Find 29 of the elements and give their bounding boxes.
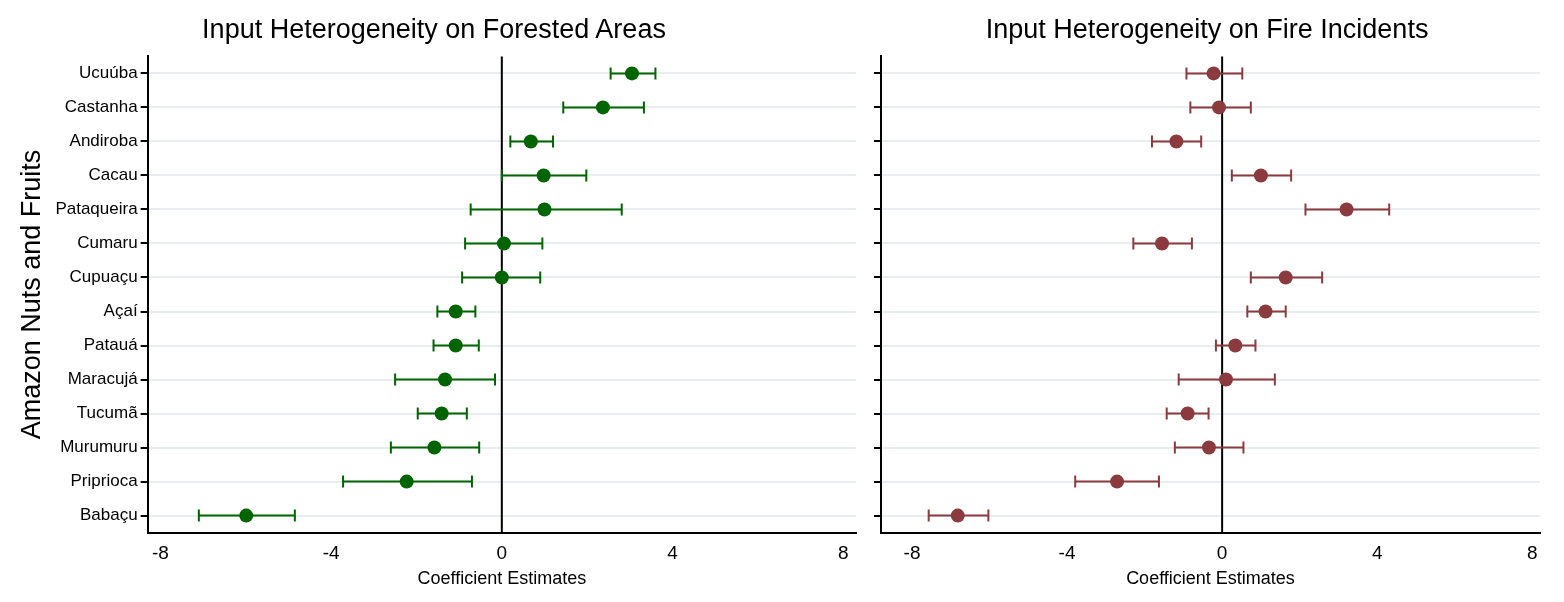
y-tick-label: Castanha bbox=[64, 97, 139, 117]
y-tick-label: Cumaru bbox=[77, 233, 138, 253]
x-tick-label: -4 bbox=[1058, 542, 1076, 564]
y-tick-label: Babaçu bbox=[79, 505, 138, 525]
x-tick-label: 8 bbox=[837, 542, 849, 564]
x-tick-label: 8 bbox=[1526, 542, 1538, 564]
chart-title: Input Heterogeneity on Fire Incidents bbox=[985, 13, 1429, 44]
y-tick-label: Cupuaçu bbox=[69, 267, 138, 287]
y-tick-label: Andiroba bbox=[69, 131, 139, 151]
y-axis-title: Amazon Nuts and Fruits bbox=[15, 149, 46, 440]
x-tick-label: 4 bbox=[667, 542, 679, 564]
chart-title: Input Heterogeneity on Forested Areas bbox=[202, 13, 666, 44]
y-tick-label: Açaí bbox=[103, 301, 138, 321]
x-tick-label: 0 bbox=[1216, 542, 1228, 564]
x-tick-label: -8 bbox=[151, 542, 169, 564]
x-axis-title: Coefficient Estimates bbox=[1126, 568, 1295, 589]
x-axis-title: Coefficient Estimates bbox=[417, 568, 587, 589]
y-tick-label: Ucuúba bbox=[79, 63, 139, 83]
y-tick-label: Priprioca bbox=[70, 471, 139, 491]
y-tick-label: Maracujá bbox=[67, 369, 139, 389]
x-tick-label: 4 bbox=[1371, 542, 1383, 564]
x-tick-label: -4 bbox=[322, 542, 340, 564]
y-tick-label: Pataqueira bbox=[55, 199, 139, 219]
y-tick-label: Cacau bbox=[88, 165, 138, 185]
x-tick-label: 0 bbox=[496, 542, 508, 564]
y-tick-label: Patauá bbox=[83, 335, 139, 355]
y-tick-label: Tucumã bbox=[76, 403, 139, 423]
x-tick-label: -8 bbox=[903, 542, 921, 564]
y-tick-label: Murumuru bbox=[60, 437, 138, 457]
